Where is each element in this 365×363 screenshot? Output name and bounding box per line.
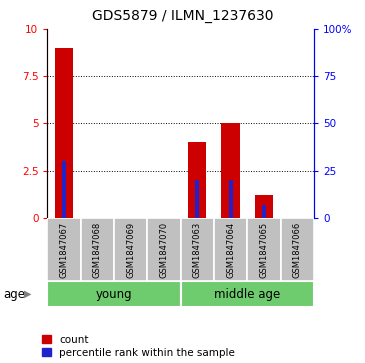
Bar — [55, 48, 73, 218]
Text: GSM1847068: GSM1847068 — [93, 221, 102, 278]
Bar — [188, 142, 207, 218]
Text: GSM1847070: GSM1847070 — [160, 221, 169, 278]
Text: GSM1847065: GSM1847065 — [260, 221, 268, 278]
Bar — [222, 123, 240, 218]
Bar — [181, 218, 214, 281]
Bar — [247, 218, 281, 281]
Text: GSM1847066: GSM1847066 — [293, 221, 302, 278]
Bar — [114, 218, 147, 281]
Bar — [62, 161, 66, 218]
Text: ▶: ▶ — [24, 289, 31, 299]
Text: GDS5879 / ILMN_1237630: GDS5879 / ILMN_1237630 — [92, 9, 273, 23]
Bar — [195, 180, 199, 218]
Bar — [147, 218, 181, 281]
Bar — [228, 180, 233, 218]
Bar — [47, 281, 181, 307]
Text: GSM1847064: GSM1847064 — [226, 221, 235, 278]
Bar — [281, 218, 314, 281]
Text: GSM1847063: GSM1847063 — [193, 221, 202, 278]
Bar — [262, 205, 266, 218]
Legend: count, percentile rank within the sample: count, percentile rank within the sample — [42, 335, 235, 358]
Text: GSM1847067: GSM1847067 — [59, 221, 69, 278]
Bar — [255, 195, 273, 218]
Bar — [81, 218, 114, 281]
Text: age: age — [4, 287, 26, 301]
Text: GSM1847069: GSM1847069 — [126, 221, 135, 278]
Text: middle age: middle age — [214, 287, 280, 301]
Text: young: young — [96, 287, 132, 301]
Bar — [181, 281, 314, 307]
Bar — [214, 218, 247, 281]
Bar — [47, 218, 81, 281]
